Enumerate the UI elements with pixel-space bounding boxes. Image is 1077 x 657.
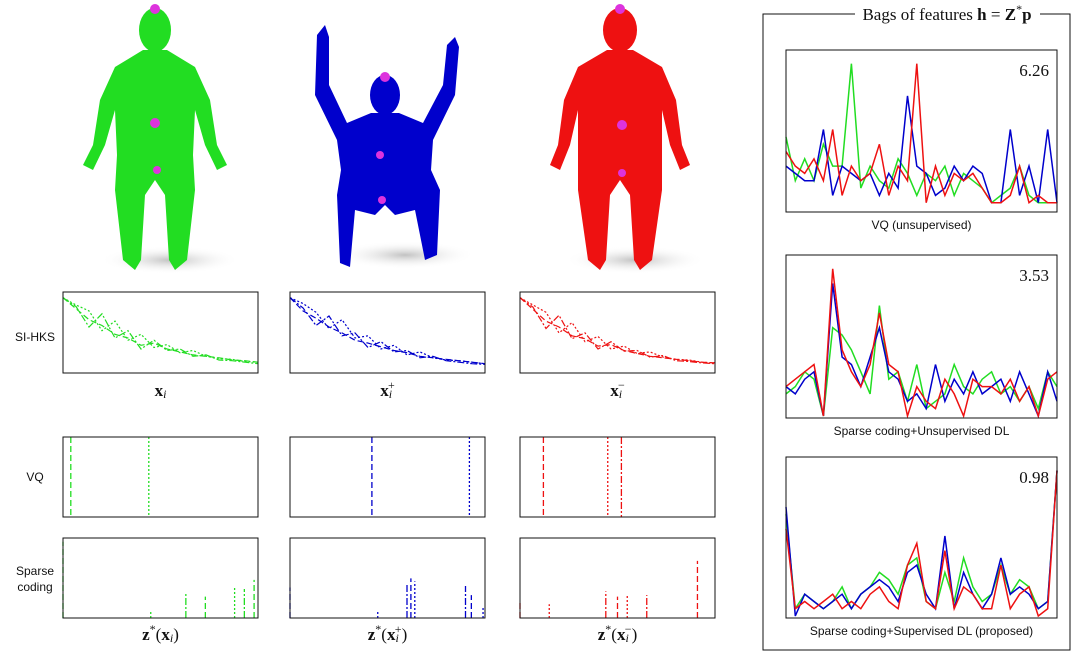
label-part: i (163, 387, 166, 401)
bag-distance: 0.98 (1019, 468, 1049, 487)
panel-frame (63, 292, 258, 373)
bag-series (786, 64, 1057, 203)
bag-series (786, 471, 1057, 609)
hks-curve (290, 298, 485, 364)
bag-series (786, 471, 1057, 616)
panel-frame (63, 437, 258, 517)
hks-curve (63, 298, 258, 364)
row-label: Sparse (16, 564, 54, 578)
bags-frame (763, 14, 1070, 650)
bag-distance: 3.53 (1019, 266, 1049, 285)
body-render-green (83, 4, 240, 274)
panel-frame (63, 538, 258, 618)
body-render-red (550, 4, 705, 274)
row-label: coding (17, 580, 52, 594)
z-label: z*(xi+) (368, 622, 408, 645)
label-part: p (1022, 5, 1031, 24)
label-part: + (388, 378, 395, 392)
hks-curve (290, 298, 485, 365)
bag-series (786, 269, 1057, 416)
figure: SI-HKS VQ Sparse coding xi z*(xi) xi+ z*(xi+) xi… (0, 0, 1077, 657)
label-part: ) (632, 625, 638, 644)
label-part: ) (402, 625, 408, 644)
panel-frame (290, 437, 485, 517)
x-label: xi+ (380, 378, 395, 401)
label-part: Z (1005, 5, 1016, 24)
bag-series (786, 471, 1057, 616)
bag-series (786, 96, 1057, 203)
row-label: SI-HKS (15, 330, 55, 344)
bag-caption: VQ (unsupervised) (871, 218, 971, 232)
hks-curve (63, 298, 258, 363)
label-part: ) (173, 625, 179, 644)
row-label: VQ (26, 470, 43, 484)
label-part: = (987, 5, 1005, 24)
label-part: − (618, 378, 625, 392)
panel-frame (290, 538, 485, 618)
body-render-blue (315, 25, 475, 269)
x-label: xi− (610, 378, 625, 401)
bag-caption: Sparse coding+Unsupervised DL (834, 424, 1010, 438)
hks-curve (520, 298, 715, 364)
hks-curve (290, 298, 485, 364)
hks-curve (520, 298, 715, 363)
bag-caption: Sparse coding+Supervised DL (proposed) (810, 624, 1033, 638)
x-label: xi (155, 381, 167, 401)
bags-title: Bags of features h = Z*p (862, 2, 1031, 24)
hks-curve (63, 298, 258, 363)
bag-distance: 6.26 (1019, 61, 1049, 80)
z-label: z*(xi−) (598, 622, 638, 645)
panel-frame (786, 457, 1057, 618)
panel-frame (520, 437, 715, 517)
z-label: z*(xi) (142, 622, 179, 645)
hks-curve (520, 298, 715, 363)
label-part: Bags of features (862, 5, 977, 24)
